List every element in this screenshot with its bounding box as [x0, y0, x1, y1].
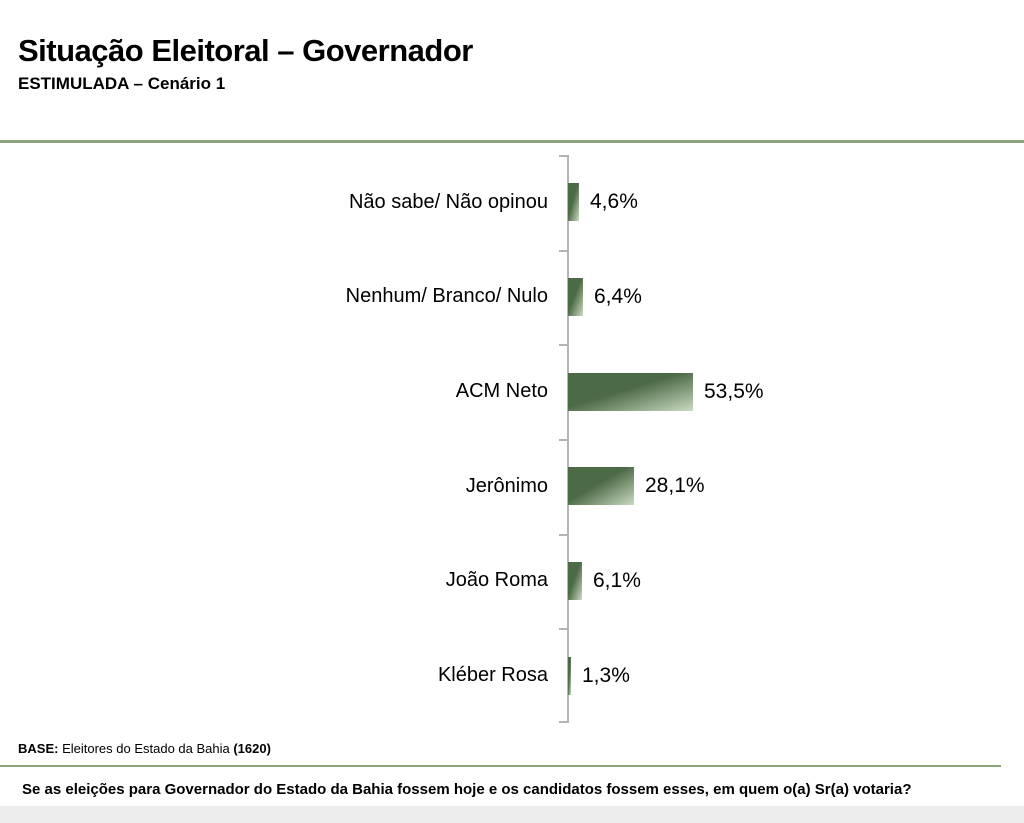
category-label: ACM Neto — [455, 380, 548, 403]
bar-row: Jerônimo 28,1% — [0, 439, 1024, 534]
bar-chart: Não sabe/ Não opinou 4,6% Nenhum/ Branco/ … — [0, 155, 1024, 723]
value-label: 4,6% — [590, 190, 638, 214]
bar — [568, 372, 693, 411]
bar-row: Nenhum/ Branco/ Nulo 6,4% — [0, 250, 1024, 345]
category-label: Nenhum/ Branco/ Nulo — [345, 285, 548, 308]
bar — [568, 656, 571, 695]
bar-row: João Roma 6,1% — [0, 534, 1024, 629]
axis-tick — [559, 250, 567, 252]
axis-tick — [559, 534, 567, 536]
survey-question: Se as eleições para Governador do Estado… — [22, 781, 912, 798]
bar — [568, 183, 579, 222]
value-label: 28,1% — [645, 474, 705, 498]
bar-row: Kléber Rosa 1,3% — [0, 628, 1024, 723]
bar — [568, 277, 583, 316]
base-note: BASE: Eleitores do Estado da Bahia (1620… — [18, 741, 271, 756]
bottom-background-strip — [0, 806, 1024, 823]
bar — [568, 467, 634, 506]
bar — [568, 561, 582, 600]
axis-tick — [559, 155, 567, 157]
axis-tick — [559, 721, 567, 723]
value-label: 53,5% — [704, 379, 764, 403]
category-label: Jerônimo — [465, 474, 548, 497]
category-label: Kléber Rosa — [437, 664, 548, 687]
category-label: João Roma — [445, 569, 548, 592]
value-label: 1,3% — [582, 663, 630, 687]
axis-tick — [559, 628, 567, 630]
page-subtitle: ESTIMULADA – Cenário 1 — [18, 74, 226, 93]
value-label: 6,1% — [593, 568, 641, 592]
bottom-separator-line — [0, 765, 1001, 767]
axis-tick — [559, 439, 567, 441]
y-axis-line — [567, 155, 569, 723]
category-label: Não sabe/ Não opinou — [348, 190, 548, 213]
base-prefix: BASE: — [18, 741, 59, 756]
value-label: 6,4% — [594, 284, 642, 308]
bar-row: Não sabe/ Não opinou 4,6% — [0, 155, 1024, 250]
bar-row: ACM Neto 53,5% — [0, 344, 1024, 439]
base-count: (1620) — [233, 741, 271, 756]
top-separator-line — [0, 140, 1024, 143]
base-text: Eleitores do Estado da Bahia — [58, 741, 234, 756]
axis-tick — [559, 344, 567, 346]
page-title: Situação Eleitoral – Governador — [18, 33, 473, 68]
